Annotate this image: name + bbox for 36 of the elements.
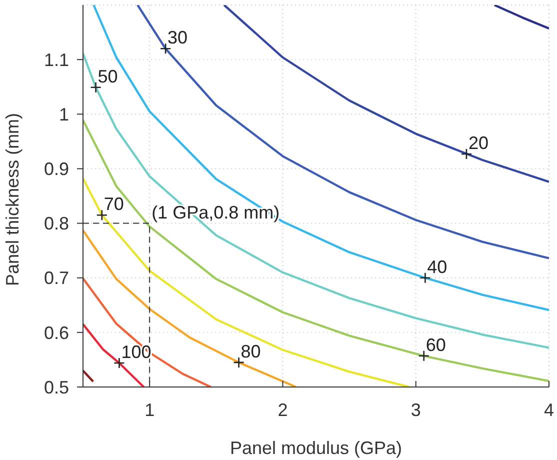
line-series bbox=[92, 5, 549, 312]
line-series bbox=[136, 5, 549, 260]
annotation: 20 bbox=[468, 132, 488, 153]
x-tick-label: 4 bbox=[544, 400, 554, 420]
line-series bbox=[83, 177, 410, 387]
point bbox=[160, 43, 172, 54]
annotation: 60 bbox=[426, 334, 446, 355]
line-series bbox=[83, 229, 298, 387]
x-tick-label: 2 bbox=[278, 400, 288, 420]
point bbox=[460, 148, 472, 160]
y-tick-label: 1 bbox=[58, 104, 69, 125]
annotation: 80 bbox=[240, 341, 261, 362]
point bbox=[90, 82, 102, 94]
line-series bbox=[223, 5, 549, 183]
point bbox=[233, 356, 244, 368]
annotation: 30 bbox=[168, 28, 188, 48]
y-tick-label: 0.7 bbox=[44, 268, 69, 288]
annotation: 70 bbox=[104, 194, 124, 214]
annotation: 40 bbox=[427, 256, 448, 277]
y-tick-label: 0.6 bbox=[44, 322, 69, 343]
point bbox=[114, 357, 125, 369]
annotation: 50 bbox=[98, 66, 118, 86]
y-tick-label: 0.8 bbox=[44, 214, 69, 234]
y-axis-title: Panel thickness (mm) bbox=[2, 112, 22, 286]
point bbox=[418, 350, 430, 362]
line-series bbox=[83, 119, 549, 382]
x-tick-label: 3 bbox=[410, 400, 421, 420]
x-axis-title: Panel modulus (GPa) bbox=[230, 438, 402, 458]
y-tick-label: 1.1 bbox=[44, 50, 69, 70]
annotation: 100 bbox=[121, 342, 152, 362]
line-series bbox=[83, 277, 212, 387]
point bbox=[420, 272, 431, 284]
y-tick-label: 0.9 bbox=[44, 159, 69, 180]
point bbox=[96, 209, 108, 221]
y-tick-label: 0.5 bbox=[44, 377, 69, 398]
x-tick-label: 1 bbox=[144, 400, 155, 420]
